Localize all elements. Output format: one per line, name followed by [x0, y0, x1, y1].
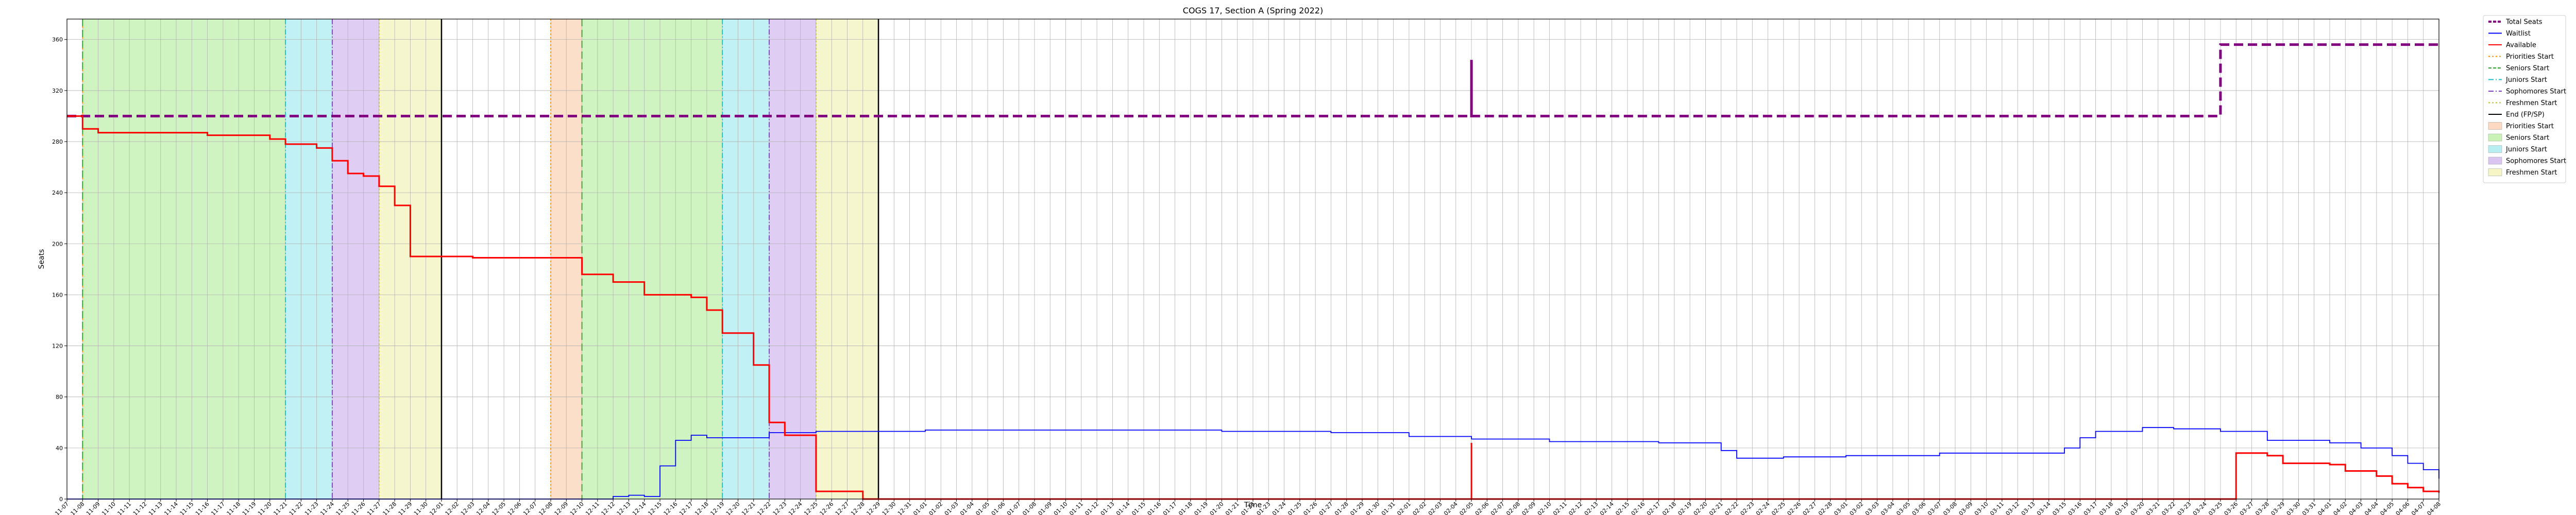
legend-label-0: Total Seats [2505, 19, 2543, 26]
legend-label-13: Freshmen Start [2506, 169, 2557, 177]
y-axis-label: Seats [38, 249, 46, 269]
y-tick-label-1: 40 [56, 445, 63, 452]
y-tick-label-8: 320 [52, 88, 63, 94]
legend-swatch-10 [2488, 133, 2502, 142]
legend-swatch-11 [2488, 145, 2502, 153]
legend-label-10: Seniors Start [2506, 134, 2549, 142]
legend-frame [2483, 15, 2566, 183]
legend-label-12: Sophomores Start [2506, 158, 2566, 165]
span-3-1 [769, 19, 816, 499]
span-3-0 [332, 19, 379, 499]
legend-swatch-13 [2488, 168, 2502, 176]
legend-swatch-9 [2488, 122, 2502, 130]
series-lines [67, 43, 2440, 500]
legend-swatch-12 [2488, 157, 2502, 165]
span-2-1 [722, 19, 770, 499]
y-tick-label-2: 80 [56, 394, 63, 401]
y-tick-label-0: 0 [59, 496, 63, 503]
legend-label-2: Available [2506, 42, 2536, 49]
grid [66, 19, 2439, 500]
legend-label-6: Sophomores Start [2506, 88, 2566, 96]
legend-label-3: Priorities Start [2506, 53, 2554, 61]
chart-title: COGS 17, Section A (Spring 2022) [1183, 6, 1323, 15]
legend: Total Seats Waitlist Available Priorities S… [2483, 15, 2566, 183]
x-axis-label: Time [1244, 501, 1262, 509]
span-2-0 [285, 19, 332, 499]
legend-label-4: Seniors Start [2506, 65, 2549, 73]
series-line-1 [67, 427, 2439, 500]
y-tick-label-7: 280 [52, 139, 63, 145]
span-1-0 [82, 19, 286, 499]
y-tick-label-3: 120 [52, 343, 63, 350]
series-line-0 [67, 43, 2439, 117]
legend-label-8: End (FP/SP) [2506, 111, 2545, 119]
y-tick-label-4: 160 [52, 291, 63, 298]
series-line-2 [67, 115, 2440, 500]
y-tick-label-5: 200 [52, 241, 63, 247]
span-1-1 [582, 19, 723, 499]
y-axis: 0 40 80 120 160 200 240 280 320 360 [52, 37, 67, 503]
legend-label-1: Waitlist [2506, 30, 2531, 38]
y-tick-label-9: 360 [52, 37, 63, 43]
y-tick-label-6: 240 [52, 190, 63, 196]
legend-label-11: Juniors Start [2505, 146, 2547, 153]
legend-label-5: Juniors Start [2505, 76, 2547, 84]
legend-label-9: Priorities Start [2506, 123, 2554, 130]
legend-label-7: Freshmen Start [2506, 99, 2557, 107]
